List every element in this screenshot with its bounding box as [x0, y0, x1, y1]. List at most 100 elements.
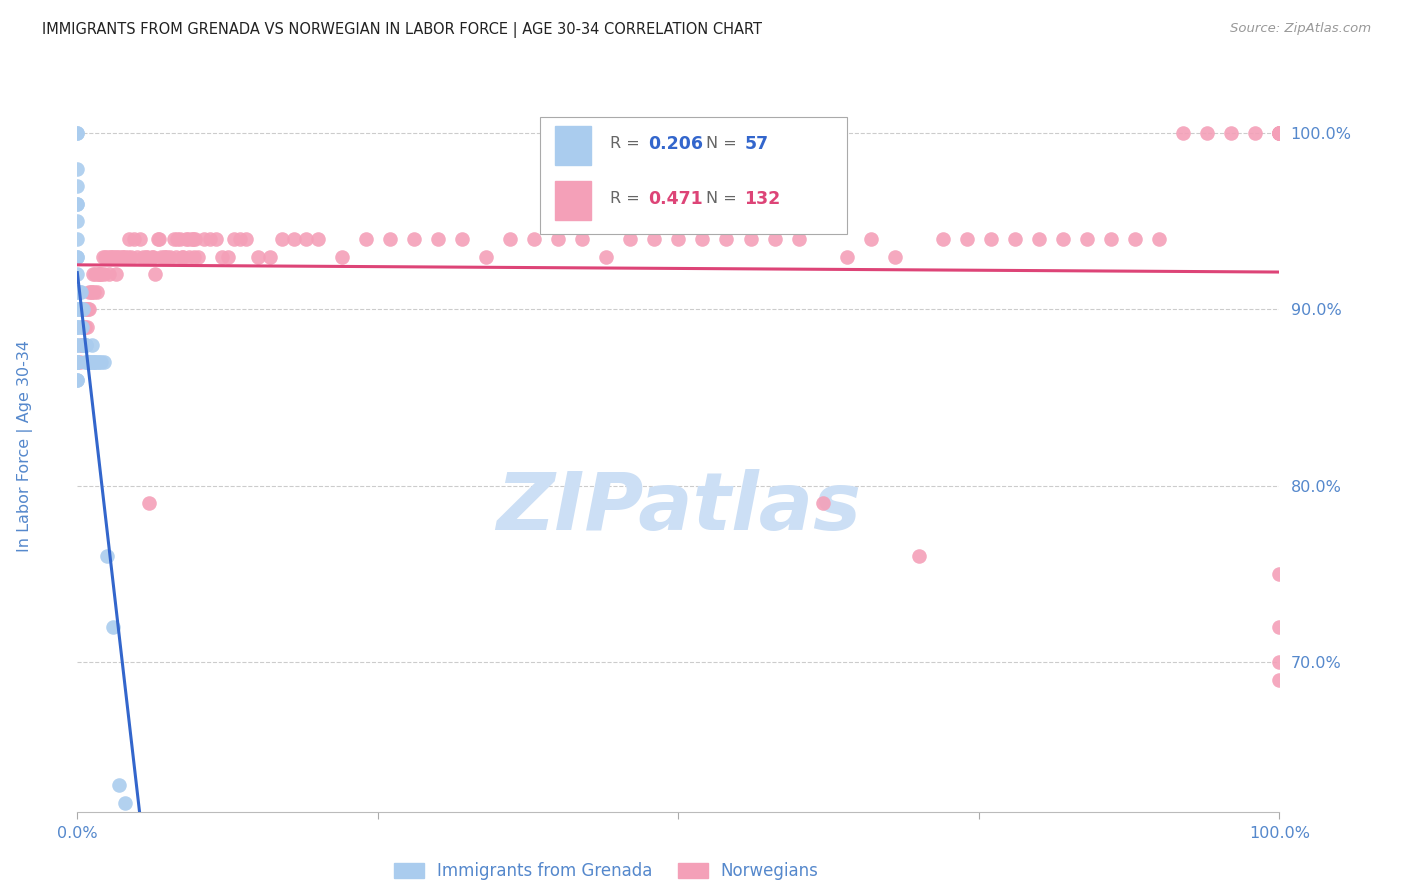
Text: N =: N = — [706, 191, 742, 206]
Point — [87, 355, 110, 369]
Point — [1099, 232, 1122, 246]
Point — [117, 250, 139, 264]
Point — [70, 320, 93, 334]
Point — [179, 250, 201, 264]
Point — [156, 250, 179, 264]
Text: 57: 57 — [745, 135, 769, 153]
Point — [66, 337, 89, 351]
Point — [114, 250, 136, 264]
Point — [259, 250, 281, 264]
Point — [1028, 232, 1050, 246]
Text: N =: N = — [706, 136, 742, 151]
Point — [668, 232, 690, 246]
Point — [1268, 655, 1291, 669]
Point — [186, 250, 209, 264]
Point — [136, 250, 159, 264]
Point — [153, 250, 176, 264]
Point — [104, 267, 127, 281]
Point — [1052, 232, 1074, 246]
Point — [1004, 232, 1026, 246]
Point — [378, 232, 401, 246]
Point — [103, 620, 125, 634]
Point — [93, 267, 115, 281]
Point — [91, 250, 114, 264]
Point — [66, 320, 89, 334]
Point — [98, 250, 121, 264]
Point — [120, 250, 142, 264]
Point — [69, 302, 91, 317]
Point — [159, 250, 181, 264]
Point — [740, 232, 762, 246]
Point — [66, 320, 89, 334]
Point — [330, 250, 353, 264]
Point — [73, 337, 96, 351]
Point — [94, 250, 117, 264]
Point — [70, 337, 93, 351]
Point — [1220, 126, 1243, 140]
Point — [184, 232, 207, 246]
Point — [475, 250, 498, 264]
Text: In Labor Force | Age 30-34: In Labor Force | Age 30-34 — [17, 340, 34, 552]
Point — [79, 285, 101, 299]
Point — [86, 355, 108, 369]
Point — [89, 267, 111, 281]
Point — [76, 320, 98, 334]
FancyBboxPatch shape — [540, 117, 846, 234]
Point — [307, 232, 329, 246]
Point — [83, 355, 105, 369]
Point — [75, 337, 97, 351]
Point — [75, 302, 97, 317]
Point — [1149, 232, 1171, 246]
Point — [198, 232, 221, 246]
Point — [66, 196, 89, 211]
Point — [1268, 126, 1291, 140]
Point — [83, 285, 105, 299]
Text: R =: R = — [610, 191, 645, 206]
Point — [108, 778, 131, 792]
Point — [66, 355, 89, 369]
Point — [69, 355, 91, 369]
Point — [180, 232, 202, 246]
Point — [79, 355, 101, 369]
Point — [1268, 673, 1291, 687]
Point — [86, 285, 108, 299]
Point — [66, 250, 89, 264]
Point — [66, 355, 89, 369]
Point — [354, 232, 377, 246]
Point — [77, 302, 100, 317]
Point — [142, 250, 165, 264]
Text: 0.471: 0.471 — [648, 190, 703, 208]
Point — [118, 232, 141, 246]
Point — [1268, 566, 1291, 581]
Point — [73, 302, 96, 317]
Point — [66, 302, 89, 317]
Point — [172, 250, 194, 264]
Point — [932, 232, 955, 246]
Point — [66, 285, 89, 299]
Point — [72, 320, 94, 334]
Point — [138, 496, 160, 510]
Point — [73, 355, 96, 369]
Point — [451, 232, 474, 246]
Point — [72, 337, 94, 351]
Point — [70, 320, 93, 334]
Point — [427, 232, 450, 246]
Point — [1244, 126, 1267, 140]
Point — [66, 126, 89, 140]
Point — [177, 232, 200, 246]
Text: 0.206: 0.206 — [648, 135, 703, 153]
Point — [93, 355, 115, 369]
Point — [204, 232, 226, 246]
Point — [84, 355, 107, 369]
Point — [70, 302, 93, 317]
Point — [402, 232, 425, 246]
Point — [87, 267, 110, 281]
Point — [859, 232, 882, 246]
Point — [66, 355, 89, 369]
Point — [883, 250, 905, 264]
Point — [96, 250, 118, 264]
Text: 132: 132 — [745, 190, 780, 208]
Point — [66, 214, 89, 228]
Point — [77, 355, 100, 369]
Point — [103, 250, 125, 264]
